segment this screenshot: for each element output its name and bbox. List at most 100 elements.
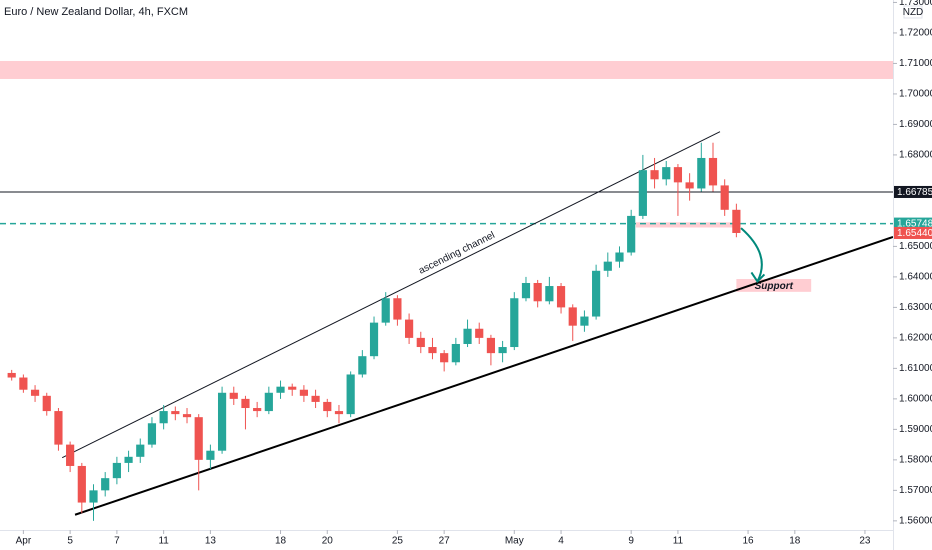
candle-body [720,185,729,210]
candle-body [381,298,390,323]
candle-body [30,389,40,396]
candle-body [697,157,706,189]
price-label-box [894,185,932,198]
candle-body [264,392,273,412]
zone [0,60,893,79]
candle-body [346,374,355,415]
y-tick-label: 1.65000 [899,241,932,252]
candle-body [89,490,98,503]
x-tick-label: 9 [628,536,634,547]
candle-body [334,411,344,415]
candle-body [615,252,624,262]
currency-label: NZD [903,7,924,18]
candle-body [685,182,694,189]
y-tick-label: 1.57000 [899,485,932,496]
trend-line [61,131,721,459]
y-tick-label: 1.61000 [899,363,932,374]
x-tick-label: 18 [275,536,287,547]
candle-body [393,298,402,320]
candle-body [241,398,250,409]
candle-body [288,386,297,390]
candle-body [124,456,133,463]
candle-body [416,337,425,348]
x-tick-label: 18 [789,536,801,547]
candle-body [299,389,308,396]
candle-body [428,347,437,354]
candle-body [662,167,671,180]
zone [635,222,739,228]
y-tick-label: 1.64000 [899,272,932,283]
candle-body [463,328,472,344]
y-tick-label: 1.70000 [899,89,932,100]
candle-body [276,386,285,393]
candle-body [229,392,238,399]
price-label: 1.65748 [897,219,932,230]
y-tick-label: 1.72000 [899,28,932,39]
chart-title: Euro / New Zealand Dollar, 4h, FXCM [4,6,188,18]
x-tick-label: 4 [558,536,564,547]
candle-body [510,298,519,348]
candle-body [486,337,496,354]
candle-body [732,209,741,233]
x-tick-label: Apr [16,536,32,547]
x-tick-label: 16 [743,536,755,547]
price-label: 1.66785 [897,187,932,198]
candle-body [498,347,507,354]
candle-body [568,307,577,326]
candle-body [77,465,86,503]
zone-label: Support [755,281,794,292]
trend-line [74,235,894,516]
candle-body [253,408,262,412]
y-tick-label: 1.59000 [899,424,932,435]
candle-body [206,450,215,460]
candle-body [182,414,192,418]
x-tick-label: May [505,536,524,547]
candle-body [405,319,414,338]
candle-body [580,316,589,326]
price-label-box [894,217,932,230]
currency-box [903,5,923,19]
x-tick-label: 27 [439,536,451,547]
candle-body [475,328,484,338]
price-label: 1.65440 [897,228,932,239]
candle-body [650,170,659,180]
candle-body [194,417,203,460]
candle-body [533,282,542,302]
x-tick-label: 25 [392,536,404,547]
y-tick-label: 1.71000 [899,58,932,69]
candle-body [7,372,16,378]
candle-body [556,286,566,308]
candle-body [66,444,75,466]
y-tick-label: 1.68000 [899,150,932,161]
y-tick-label: 1.56000 [899,515,932,526]
candle-body [54,411,63,445]
candle-body [592,270,601,317]
x-tick-label: 7 [114,536,120,547]
candle-body [112,462,121,479]
x-tick-label: 11 [673,536,684,547]
zone [736,279,812,292]
x-tick-label: 5 [67,536,73,547]
candle-body [451,343,460,363]
candle-body [708,157,718,186]
candle-body [627,215,636,253]
candle-body [147,423,157,445]
arrow-head [750,271,766,284]
candle-body [638,170,647,216]
x-tick-label: 23 [859,536,871,547]
y-tick-label: 1.63000 [899,302,932,313]
candle-body [673,167,683,183]
candle-body [521,282,531,299]
y-tick-label: 1.62000 [899,333,932,344]
y-tick-label: 1.60000 [899,394,932,405]
candle-body [369,322,379,357]
candle-body [136,444,145,457]
arrow [740,227,763,282]
y-tick-label: 1.73000 [899,0,932,8]
y-tick-label: 1.69000 [899,119,932,130]
candle-body [171,411,180,415]
